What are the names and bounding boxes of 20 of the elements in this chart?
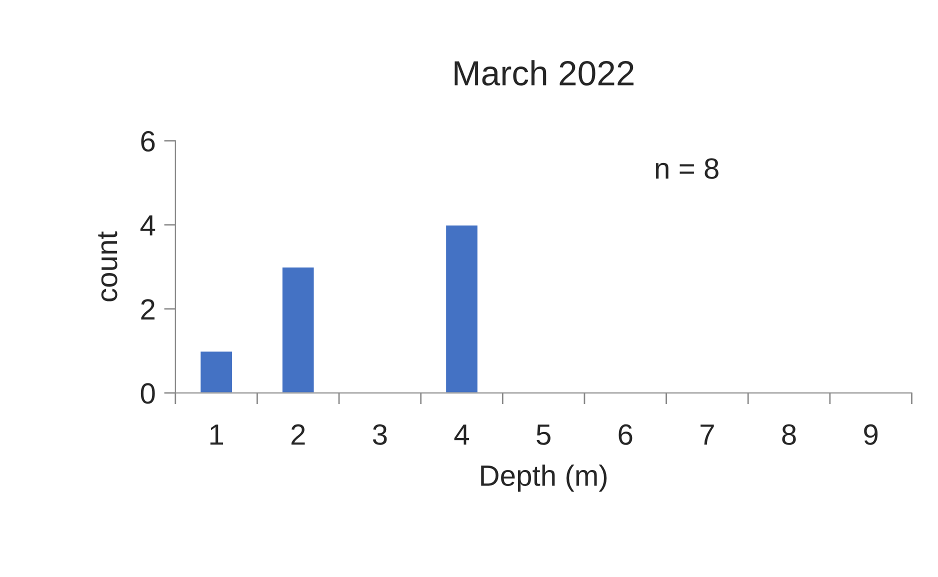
y-axis-title: count [98, 231, 118, 302]
x-tick-label: 2 [291, 424, 305, 445]
y-tick-label: 4 [140, 215, 156, 236]
y-tick-label: 6 [141, 130, 155, 152]
x-tick-label: 7 [700, 424, 714, 445]
bar [281, 266, 316, 393]
x-tick-label: 9 [864, 424, 878, 445]
x-tick-label: 1 [210, 424, 223, 445]
y-tick-label: 2 [141, 299, 154, 320]
x-tick-label: 5 [536, 424, 550, 445]
x-tick-label: 6 [618, 424, 632, 445]
bar [444, 224, 479, 393]
chart-title: March 2022 [454, 60, 634, 86]
bar [199, 350, 234, 393]
x-tick-label: 8 [782, 424, 796, 445]
x-tick-label: 4 [454, 424, 470, 445]
x-axis-title: Depth (m) [481, 464, 607, 492]
x-tick-label: 3 [372, 424, 387, 445]
y-tick-label: 0 [140, 383, 155, 404]
annotation: n = 8 [656, 158, 718, 179]
